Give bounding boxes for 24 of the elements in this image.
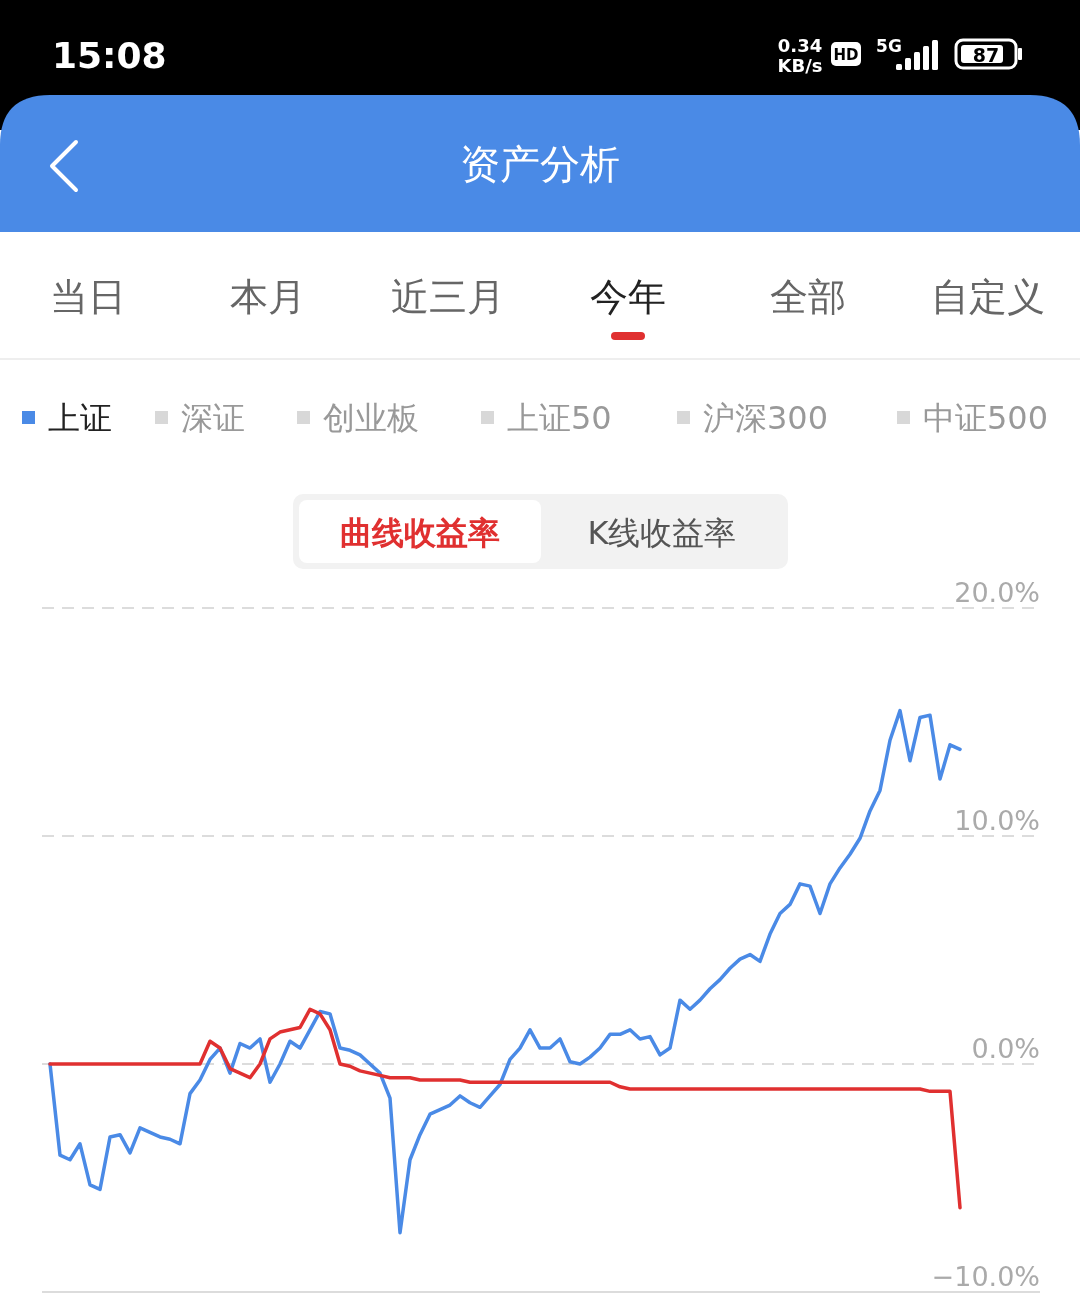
text: 5G (876, 36, 902, 56)
text: 全部 (770, 275, 846, 319)
text: 中证500 (923, 399, 1049, 437)
text: 上证50 (507, 399, 612, 437)
text: KB/s (777, 55, 823, 76)
text: 0.34 (777, 35, 823, 56)
text: 曲线收益率 (340, 514, 500, 552)
text: 今年 (590, 275, 666, 319)
chart-title: 资产分析 (460, 141, 620, 187)
text: 本月 (230, 275, 306, 319)
text: K线收益率 (587, 514, 737, 552)
y-tick-label: 20.0% (954, 577, 1040, 608)
text: 沪深300 (703, 399, 829, 437)
text: 近三月 (391, 275, 505, 319)
hd-icon: HD (831, 42, 861, 66)
text: 自定义 (931, 275, 1045, 319)
text: 15:08 (52, 35, 167, 76)
text: 深证 (181, 399, 245, 437)
y-tick-label: 0.0% (971, 1033, 1040, 1064)
y-tick-label: 10.0% (954, 805, 1040, 836)
text: 当日 (50, 275, 126, 319)
text: 创业板 (323, 399, 419, 437)
y-tick-label: −10.0% (931, 1261, 1040, 1292)
legend-label: 上证 (48, 399, 112, 437)
